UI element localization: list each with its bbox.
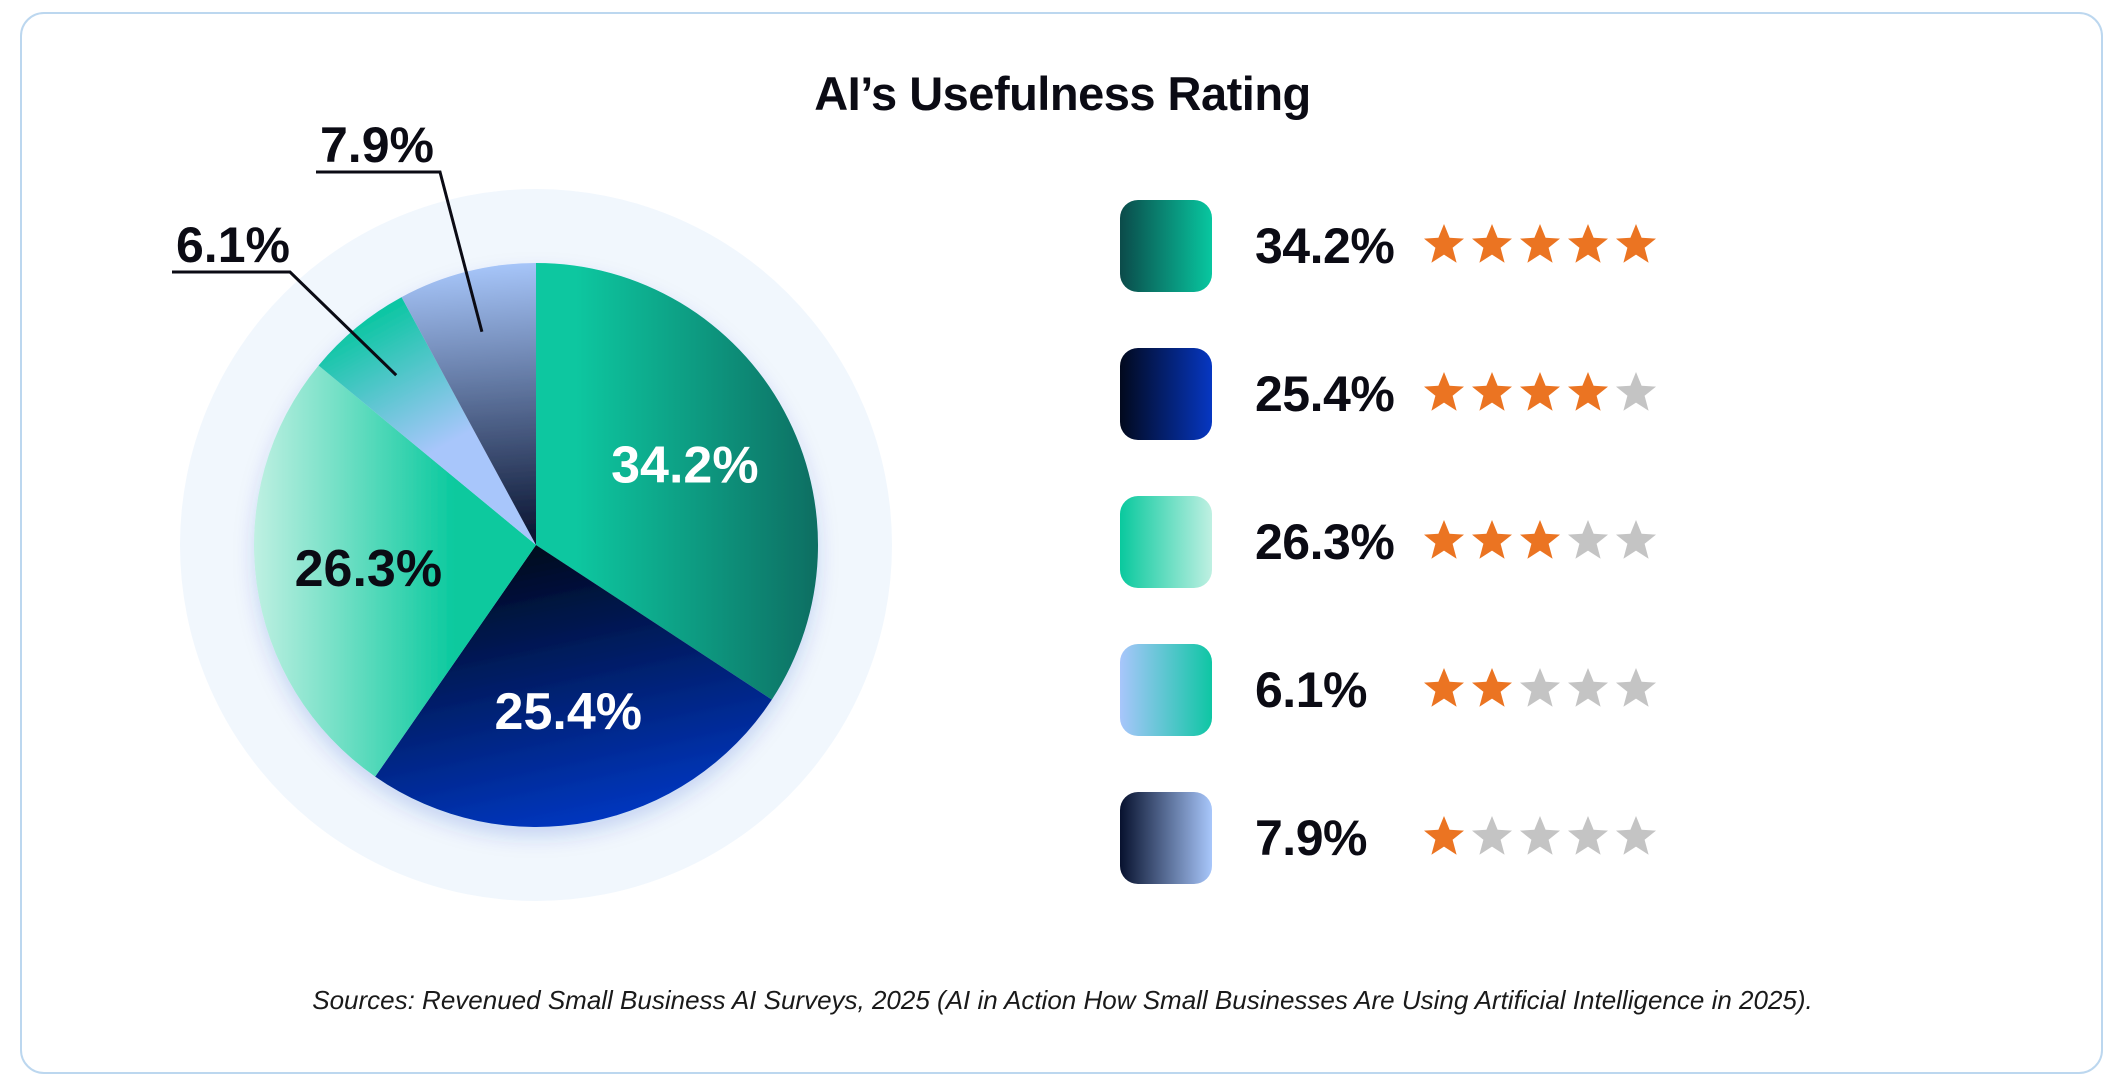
star-empty-icon [1616,372,1656,411]
star-empty-icon [1616,816,1656,855]
legend-item: 25.4% [1120,348,1720,440]
star-filled-icon [1616,224,1656,263]
star-filled-icon [1520,224,1560,263]
star-filled-icon [1520,372,1560,411]
pie-slice-label: 7.9% [320,117,434,173]
legend-item: 7.9% [1120,792,1720,884]
legend-swatch [1120,644,1212,736]
legend-value: 26.3% [1255,514,1395,570]
star-empty-icon [1520,816,1560,855]
star-filled-icon [1424,816,1464,855]
star-empty-icon [1616,668,1656,707]
legend-value: 7.9% [1255,810,1367,866]
star-empty-icon [1568,520,1608,559]
star-empty-icon [1568,668,1608,707]
pie-chart: 34.2% 25.4% 26.3% 6.1% 7.9% [172,117,892,901]
pie-slice-label: 34.2% [611,437,758,495]
pie-slice-label: 26.3% [295,540,442,598]
star-filled-icon [1472,372,1512,411]
legend-value: 25.4% [1255,366,1395,422]
star-filled-icon [1472,520,1512,559]
pie-slice-34-2pct [536,263,818,700]
pie-slice-label: 25.4% [495,683,642,741]
leader-line [316,170,484,333]
star-empty-icon [1472,816,1512,855]
star-filled-icon [1568,372,1608,411]
star-filled-icon [1472,224,1512,263]
legend-swatch [1120,348,1212,440]
pie-slice-7-9pct [401,263,536,545]
legend-swatch [1120,496,1212,588]
legend-item: 26.3% [1120,496,1720,588]
star-empty-icon [1616,520,1656,559]
star-filled-icon [1424,372,1464,411]
legend-swatch [1120,792,1212,884]
legend-item: 34.2% [1120,200,1720,292]
star-filled-icon [1424,668,1464,707]
star-filled-icon [1424,224,1464,263]
star-empty-icon [1568,816,1608,855]
star-filled-icon [1424,520,1464,559]
star-filled-icon [1520,520,1560,559]
chart-title: AI’s Usefulness Rating [814,67,1311,120]
star-filled-icon [1472,668,1512,707]
legend-value: 34.2% [1255,218,1395,274]
sources-note: Sources: Revenued Small Business AI Surv… [312,985,1813,1015]
pie-slice-25-4pct [375,545,772,827]
star-empty-icon [1520,668,1560,707]
legend-swatch [1120,200,1212,292]
pie-slice-6-1pct [318,297,536,545]
pie-slice-26-3pct [254,365,536,777]
pie-slice-label: 6.1% [176,217,290,273]
leader-line [172,270,398,377]
legend-item: 6.1% [1120,644,1720,736]
star-filled-icon [1568,224,1608,263]
legend-value: 6.1% [1255,662,1367,718]
